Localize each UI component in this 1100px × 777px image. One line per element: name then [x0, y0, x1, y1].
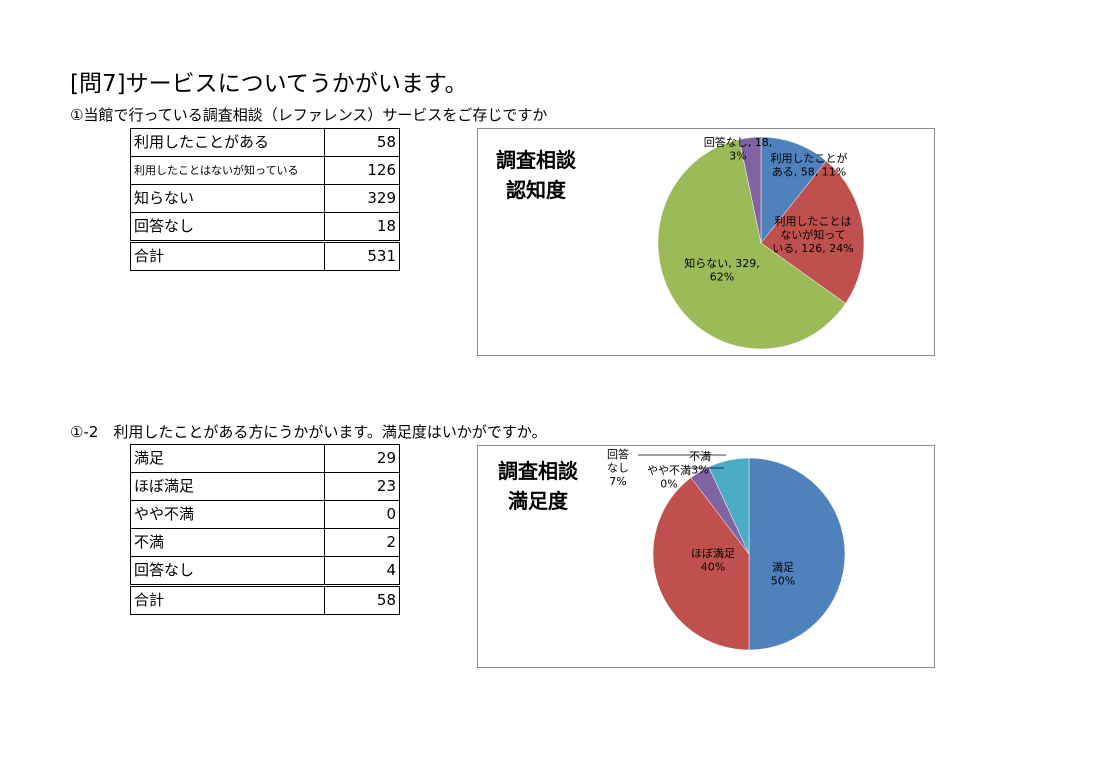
data-label: 知らない, 329, 62%	[684, 256, 760, 284]
chart-title: 調査相談 認知度	[496, 145, 576, 205]
table-row: 回答なし 18	[130, 212, 400, 242]
data-label: ほぼ満足 40%	[691, 547, 735, 574]
pie-slice	[760, 136, 827, 244]
row-value: 4	[324, 556, 400, 586]
data-label: 利用したことがある, 58, 11%	[771, 151, 848, 179]
row-label: 回答なし	[130, 212, 325, 242]
question-1-title: ①当館で行っている調査相談（レファレンス）サービスをご存じですか	[70, 106, 548, 124]
data-label: 回答なし 7%	[607, 447, 629, 488]
row-value: 58	[324, 128, 400, 157]
table-row: 不満 2	[130, 528, 400, 557]
pie-slice	[652, 477, 750, 651]
pie-slice	[708, 457, 750, 555]
total-label: 合計	[130, 584, 325, 615]
row-value: 23	[324, 472, 400, 501]
total-value: 58	[324, 584, 400, 615]
total-row: 合計 58	[130, 584, 400, 615]
awareness-chart: 調査相談 認知度 利用したことがある, 58, 11% 利用したことはないが知って…	[477, 128, 935, 356]
row-value: 2	[324, 528, 400, 557]
satisfaction-table: 満足 29 ほぼ満足 23 やや不満 0 不満 2 回答なし 4 合計 58	[130, 444, 400, 615]
row-value: 18	[324, 212, 400, 242]
chart-title-line: 満足度	[508, 489, 568, 513]
row-value: 0	[324, 500, 400, 529]
row-label: 回答なし	[130, 556, 325, 586]
total-label: 合計	[130, 240, 325, 271]
total-value: 531	[324, 240, 400, 271]
chart-title-line: 認知度	[506, 178, 566, 202]
row-value: 29	[324, 444, 400, 473]
table-row: 知らない 329	[130, 184, 400, 213]
pie-slice	[760, 160, 865, 304]
satisfaction-pie: 満足 50% ほぼ満足 40% やや不満 0%不満 3% 回答なし 7%	[607, 447, 846, 651]
awareness-pie: 利用したことがある, 58, 11% 利用したことはないが知っている, 126, …	[657, 135, 865, 350]
pie-slice	[738, 136, 762, 244]
row-label: ほぼ満足	[130, 472, 325, 501]
data-label: 満足 50%	[771, 561, 795, 588]
table-row: 満足 29	[130, 444, 400, 473]
chart-title-line: 調査相談	[498, 459, 578, 483]
pie-slice	[748, 457, 846, 651]
chart-title: 調査相談 満足度	[498, 456, 578, 516]
table-row: 利用したことはないが知っている 126	[130, 156, 400, 185]
row-label: 利用したことがある	[130, 128, 325, 157]
question-2-title: ①-2 利用したことがある方にうかがいます。満足度はいかがですか。	[70, 423, 547, 441]
data-label: 利用したことはないが知っている, 126, 24%	[772, 215, 853, 255]
data-label: 不満 3%	[689, 450, 711, 477]
total-row: 合計 531	[130, 240, 400, 271]
row-label: 満足	[130, 444, 325, 473]
row-value: 329	[324, 184, 400, 213]
row-value: 126	[324, 156, 400, 185]
row-label: やや不満	[130, 500, 325, 529]
table-row: 回答なし 4	[130, 556, 400, 586]
satisfaction-chart: 調査相談 満足度 満足 50% ほぼ満足 40% やや不満 0% 不満 3% 回答なし 7%	[477, 445, 935, 668]
awareness-table: 利用したことがある 58 利用したことはないが知っている 126 知らない 32…	[130, 128, 400, 271]
data-label: やや不満 0%	[647, 464, 691, 491]
page-title: [問7]サービスについてうかがいます。	[70, 71, 468, 97]
row-label: 知らない	[130, 184, 325, 213]
chart-title-line: 調査相談	[496, 148, 576, 172]
table-row: やや不満 0	[130, 500, 400, 529]
table-row: ほぼ満足 23	[130, 472, 400, 501]
table-row: 利用したことがある 58	[130, 128, 400, 157]
data-label: 回答なし, 18, 3%	[704, 135, 773, 163]
pie-slice	[657, 139, 846, 350]
row-label: 不満	[130, 528, 325, 557]
row-label: 利用したことはないが知っている	[130, 156, 325, 185]
